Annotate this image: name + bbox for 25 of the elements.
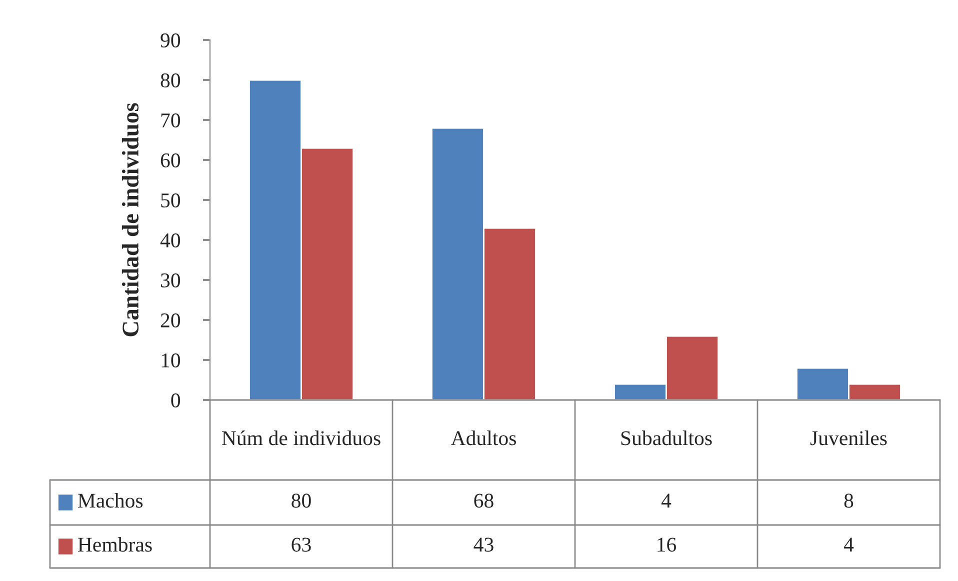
x-tick-label: Núm de individuos [222,430,380,446]
y-tick-label: 20 [160,313,180,328]
legend-label: Hembras [78,537,152,552]
y-tick-label: 40 [160,233,180,248]
data-label: 4 [844,538,854,552]
data-label: 68 [474,494,494,508]
y-tick-label: 30 [160,273,180,288]
data-label: 16 [658,538,676,552]
data-label: 4 [661,494,672,508]
data-label: 43 [474,538,494,552]
x-tick-label: Subadultos [621,430,712,446]
y-tick-label: 0 [171,393,180,408]
y-tick-label: 60 [160,153,180,168]
data-label: 8 [844,494,854,508]
y-tick-label: 90 [160,33,180,48]
data-label: 63 [292,538,311,552]
x-tick-label: Juveniles [810,430,887,446]
data-label: 80 [292,494,311,508]
x-tick-label: Adultos [450,430,516,446]
y-tick-label: 50 [161,193,180,208]
y-tick-label: 80 [160,73,180,88]
y-axis-title: Cantidad de individuos [122,103,139,336]
y-tick-label: 10 [162,353,180,368]
legend-label: Machos [78,493,143,508]
y-tick-label: 70 [161,113,180,128]
